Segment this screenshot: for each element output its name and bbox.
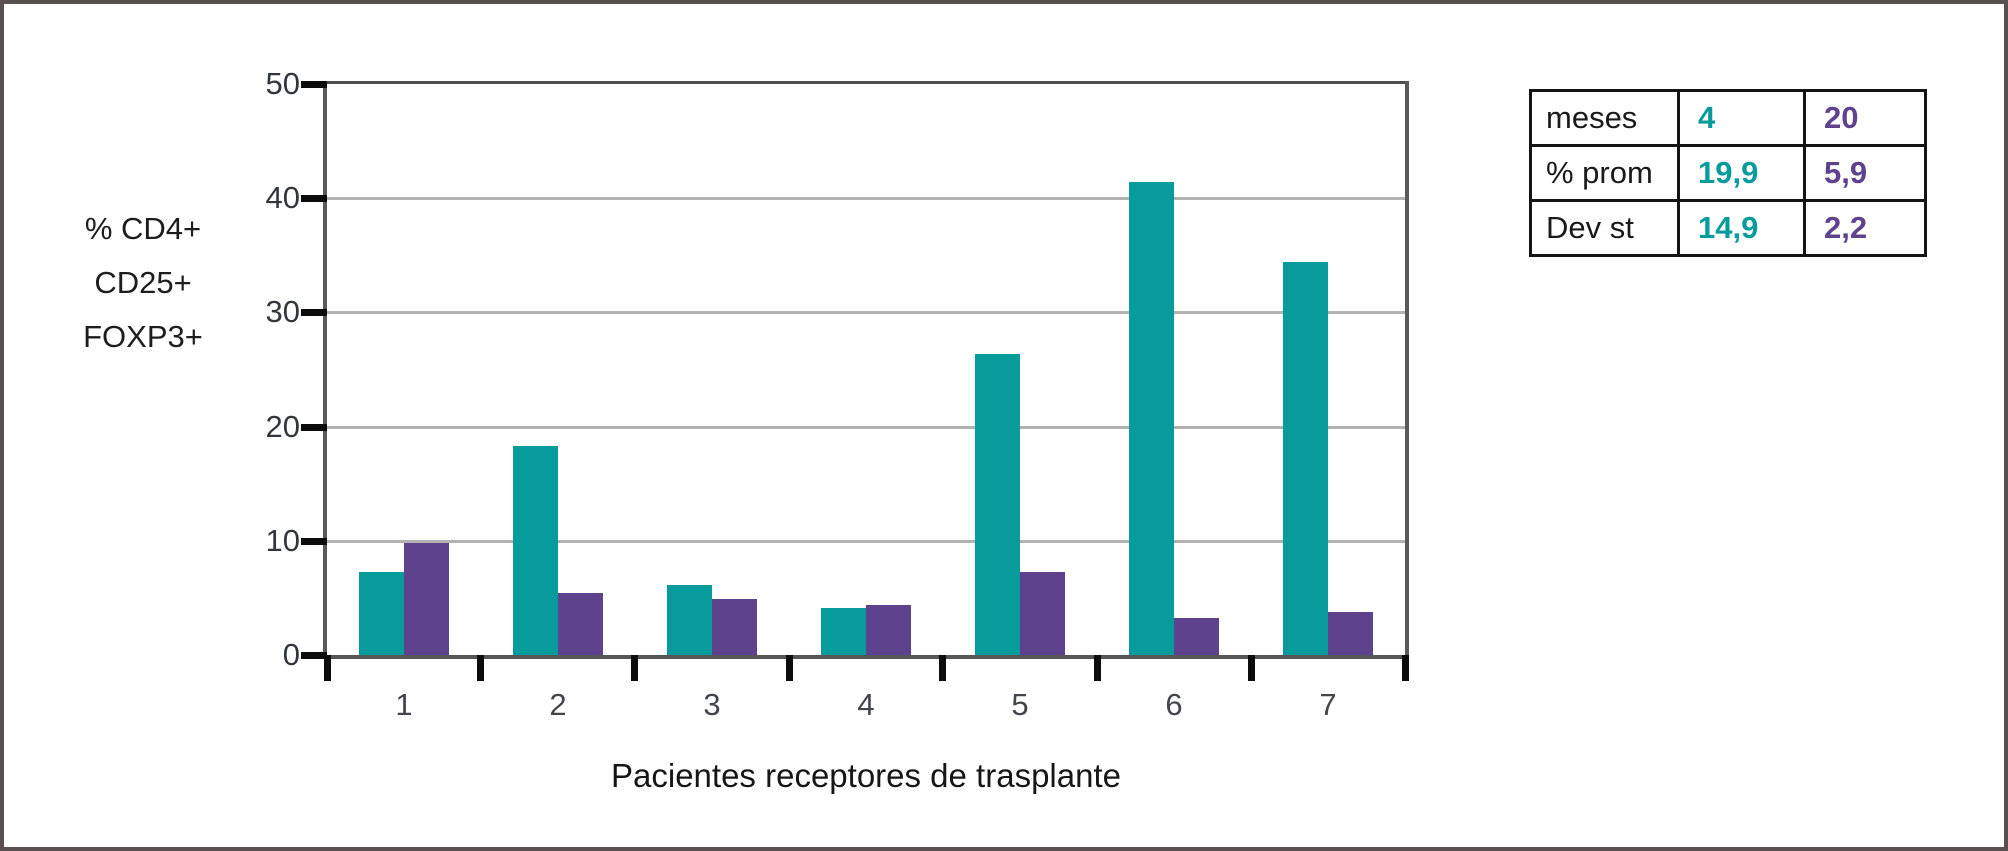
table-cell: 2,2 — [1803, 199, 1927, 257]
y-axis-title-line: CD25+ — [94, 265, 192, 300]
x-category-label: 5 — [1011, 687, 1029, 722]
y-tick — [301, 309, 327, 317]
gridline — [327, 425, 1405, 429]
bar-group-5 — [943, 84, 1097, 655]
y-axis-line — [323, 81, 327, 659]
table-cell: 14,9 — [1677, 199, 1806, 257]
y-tick-label: 40 — [265, 180, 300, 216]
x-tick — [323, 655, 331, 681]
gridline — [327, 197, 1405, 201]
y-tick — [301, 652, 327, 659]
bar-4-meses — [667, 585, 712, 655]
gridline — [327, 311, 1405, 315]
bar-20-meses — [558, 593, 603, 655]
table-cell: 19,9 — [1677, 144, 1806, 202]
bar-4-meses — [513, 446, 558, 655]
x-tick — [477, 655, 485, 681]
x-category-label: 7 — [1319, 687, 1337, 722]
x-category-label: 1 — [395, 687, 413, 722]
bar-4-meses — [975, 353, 1020, 655]
bar-group-6 — [1097, 84, 1251, 655]
bar-group-3 — [635, 84, 789, 655]
table-row: % prom 19,9 5,9 — [1529, 144, 1927, 202]
bar-4-meses — [359, 571, 404, 655]
table-cell: Dev st — [1529, 199, 1680, 257]
bar-20-meses — [1328, 611, 1373, 655]
table-row: meses 4 20 — [1529, 89, 1927, 147]
y-tick — [301, 423, 327, 431]
table-cell: 5,9 — [1803, 144, 1927, 202]
x-tick — [1401, 655, 1409, 681]
table-cell: % prom — [1529, 144, 1680, 202]
y-tick — [301, 537, 327, 545]
gridline — [327, 539, 1405, 543]
x-tick — [631, 655, 639, 681]
bar-group-7 — [1251, 84, 1405, 655]
x-category-label: 6 — [1165, 687, 1183, 722]
y-tick — [301, 81, 327, 88]
plot-right-border — [1405, 81, 1409, 659]
y-tick-label: 20 — [265, 408, 300, 444]
y-axis-title-line: FOXP3+ — [83, 319, 203, 354]
x-category-label: 3 — [703, 687, 721, 722]
bar-20-meses — [1174, 618, 1219, 655]
stats-table-body: meses 4 20% prom 19,9 5,9 Dev st 14,9 2,2 — [1529, 89, 1927, 257]
bar-4-meses — [1283, 262, 1328, 655]
plot-top-border — [323, 81, 1409, 84]
table-cell: 4 — [1677, 89, 1806, 147]
x-tick — [939, 655, 947, 681]
x-tick — [785, 655, 793, 681]
bar-20-meses — [712, 599, 757, 655]
table-cell: 20 — [1803, 89, 1927, 147]
x-category-label: 2 — [549, 687, 567, 722]
x-axis-line — [323, 655, 1409, 659]
bar-group-1 — [327, 84, 481, 655]
y-tick-label: 30 — [265, 294, 300, 330]
y-tick — [301, 195, 327, 203]
x-tick — [1093, 655, 1101, 681]
y-axis-title: % CD4+ CD25+ FOXP3+ — [48, 202, 238, 364]
x-tick — [1247, 655, 1255, 681]
plot-area: 1 2 3 4 5 6 7 Pacientes receptores de trasplan… — [301, 81, 1409, 794]
bar-4-meses — [821, 608, 866, 655]
bar-4-meses — [1129, 182, 1174, 655]
bar-group-2 — [481, 84, 635, 655]
stats-table: meses 4 20% prom 19,9 5,9 Dev st 14,9 2,2 — [1529, 89, 1927, 257]
x-axis-title: Pacientes receptores de trasplante — [611, 757, 1121, 794]
table-row: Dev st 14,9 2,2 — [1529, 199, 1927, 257]
y-tick-label: 10 — [265, 522, 300, 558]
y-tick-label: 50 — [265, 66, 300, 101]
bar-20-meses — [1020, 571, 1065, 655]
bar-group-4 — [789, 84, 943, 655]
bar-20-meses — [866, 604, 911, 655]
y-axis-title-line: % CD4+ — [84, 211, 202, 246]
bar-20-meses — [404, 543, 449, 655]
x-category-label: 4 — [857, 687, 875, 722]
y-tick-label: 0 — [282, 637, 300, 672]
table-cell: meses — [1529, 89, 1680, 147]
y-tick-labels: 0 10 20 30 40 50 — [182, 66, 300, 672]
